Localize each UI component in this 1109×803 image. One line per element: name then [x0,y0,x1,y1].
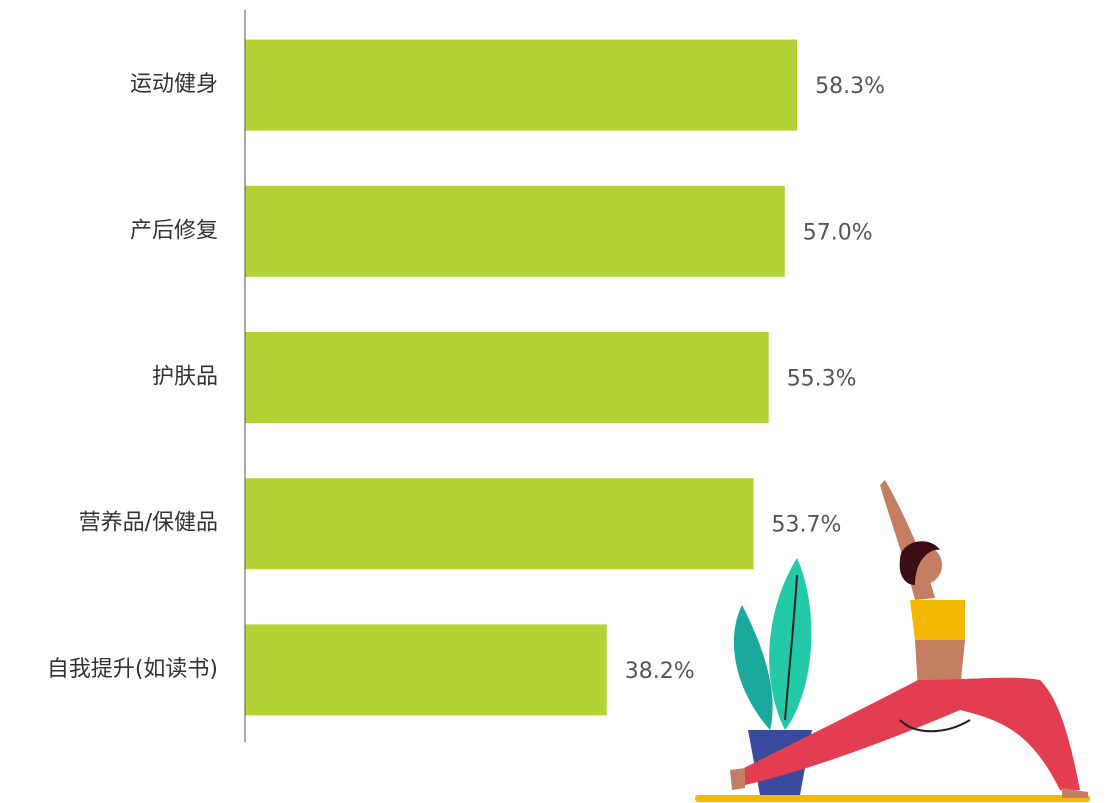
hair [899,541,940,585]
y-tick-label: 产后修复 [130,218,218,243]
y-tick-label: 运动健身 [130,72,218,97]
foot [730,768,745,790]
value-label: 53.7% [772,513,842,538]
bar [245,332,769,423]
top [910,600,965,640]
bar [245,39,798,131]
value-label: 57.0% [803,220,873,245]
y-tick-label: 自我提升(如读书) [47,657,218,682]
illustration [695,480,1090,802]
value-label: 38.2% [625,659,695,684]
y-tick-label: 护肤品 [152,365,218,390]
mat [695,795,1090,802]
leaf-vein [784,574,798,721]
y-tick-label: 营养品/保健品 [79,511,218,536]
torso [915,640,965,690]
leaf [733,605,773,730]
foot [1062,788,1088,798]
legs [740,677,1080,790]
bar [245,478,754,570]
bar [245,624,607,716]
leg-line [899,719,971,733]
value-label: 58.3% [815,74,885,99]
bar [245,185,785,277]
value-label: 55.3% [787,367,857,392]
leaf [769,558,812,730]
